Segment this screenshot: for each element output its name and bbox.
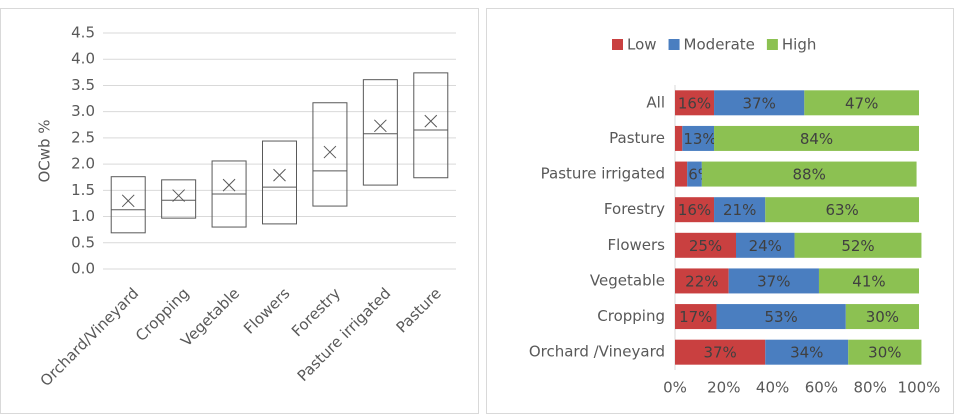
- y-tick-label: 0.0: [71, 260, 95, 278]
- bar-segment: [675, 339, 766, 365]
- legend-swatch: [668, 39, 680, 50]
- box: [161, 179, 197, 219]
- x-tick-label: Orchard/Vineyard: [37, 284, 143, 390]
- y-tick-label: 4.5: [71, 24, 95, 42]
- data-label: 16%: [678, 201, 711, 219]
- y-tick-label: 3.5: [71, 76, 95, 94]
- mean-marker: [172, 189, 185, 202]
- mean-marker: [374, 119, 387, 133]
- data-label: 47%: [845, 94, 878, 112]
- bar-segment: [687, 161, 702, 187]
- x-tick-label: 20%: [707, 379, 740, 397]
- x-tick-label: 0%: [663, 379, 687, 397]
- bar-segment: [804, 90, 919, 116]
- box: [312, 102, 348, 207]
- x-tick-label: Flowers: [240, 284, 293, 337]
- bar-segment: [675, 161, 688, 187]
- legend-swatch: [766, 39, 778, 50]
- data-label: 17%: [679, 308, 712, 326]
- box: [362, 79, 398, 186]
- data-label: 21%: [723, 201, 756, 219]
- bar-segment: [845, 304, 919, 330]
- bar-segment: [714, 197, 766, 223]
- bar-segment: [675, 90, 715, 116]
- legend-label: Low: [627, 36, 657, 54]
- bar-segment: [818, 268, 919, 294]
- y-tick-label: Pasture: [609, 129, 665, 147]
- y-tick-label: Flowers: [608, 236, 666, 254]
- bar-segment: [728, 268, 819, 294]
- x-tick-label: 40%: [756, 379, 789, 397]
- y-tick-label: 2.0: [71, 155, 95, 173]
- mean-marker: [273, 168, 286, 182]
- mean-marker: [323, 145, 337, 159]
- mean-marker: [222, 178, 236, 192]
- data-label: 13%: [683, 130, 716, 148]
- data-label: 22%: [685, 272, 718, 290]
- stacked-bar-chart: 0% 20% 40% 60% 80% 100% Low Moderate High All 16% 3…: [529, 36, 941, 397]
- x-tick-label: 100%: [898, 379, 941, 397]
- y-tick-label: 1.0: [71, 207, 95, 225]
- bar-segment: [675, 232, 736, 258]
- y-tick-label: Cropping: [597, 307, 665, 325]
- data-label: 37%: [703, 344, 736, 362]
- bar-segment: [701, 161, 917, 187]
- y-tick-label: Pasture irrigated: [541, 165, 665, 183]
- bar-segment: [675, 304, 717, 330]
- y-tick-label: 1.5: [71, 181, 95, 199]
- x-tick-label: 80%: [854, 379, 887, 397]
- y-tick-label: 0.5: [71, 233, 95, 251]
- data-label: 30%: [868, 344, 901, 362]
- y-tick-label: 3.0: [71, 102, 95, 120]
- data-label: 88%: [793, 166, 826, 184]
- y-tick-label: Forestry: [604, 200, 665, 218]
- bar-segment: [675, 268, 729, 294]
- data-label: 25%: [689, 237, 722, 255]
- y-tick-label: Vegetable: [590, 271, 665, 289]
- bar-segment: [714, 125, 919, 151]
- legend-label: High: [782, 36, 816, 54]
- data-label: 30%: [866, 308, 899, 326]
- legend-label: Moderate: [684, 36, 755, 54]
- data-label: 37%: [743, 94, 776, 112]
- box: [110, 176, 146, 234]
- data-label: 41%: [852, 272, 885, 290]
- data-label: 52%: [841, 237, 874, 255]
- bar-segment: [794, 232, 922, 258]
- mean-marker: [121, 194, 135, 208]
- data-label: 63%: [825, 201, 858, 219]
- x-tick-label: 60%: [805, 379, 838, 397]
- bar-segment: [716, 304, 846, 330]
- mean-marker: [424, 114, 438, 128]
- y-tick-label: 2.5: [71, 128, 95, 146]
- bar-segment: [736, 232, 795, 258]
- y-tick-label: All: [646, 93, 665, 111]
- bar-segment: [675, 197, 715, 223]
- y-tick-label: 4.0: [71, 50, 95, 68]
- y-tick-label: Orchard /Vineyard: [529, 343, 665, 361]
- bar-segment: [682, 125, 715, 151]
- data-label: 53%: [764, 308, 797, 326]
- data-label: 34%: [790, 344, 823, 362]
- data-label: 37%: [757, 272, 790, 290]
- data-label: 84%: [800, 130, 833, 148]
- box-chart: 0.0 0.5 1.0 1.5 2.0 2.5 3.0 3.5 4.0 4.5 OCwb % Orch…: [36, 24, 456, 390]
- y-axis-title: OCwb %: [36, 119, 54, 182]
- bar-segment: [675, 125, 683, 151]
- x-tick-label: Pasture: [393, 284, 445, 336]
- bar-segment: [848, 339, 922, 365]
- box: [413, 72, 449, 179]
- x-tick-label: Pasture irrigated: [294, 284, 395, 385]
- box: [262, 140, 297, 225]
- data-label: 16%: [678, 94, 711, 112]
- bar-segment: [765, 339, 849, 365]
- bar-segment: [714, 90, 805, 116]
- legend-swatch: [612, 39, 623, 50]
- bar-segment: [765, 197, 919, 223]
- data-label: 24%: [749, 237, 782, 255]
